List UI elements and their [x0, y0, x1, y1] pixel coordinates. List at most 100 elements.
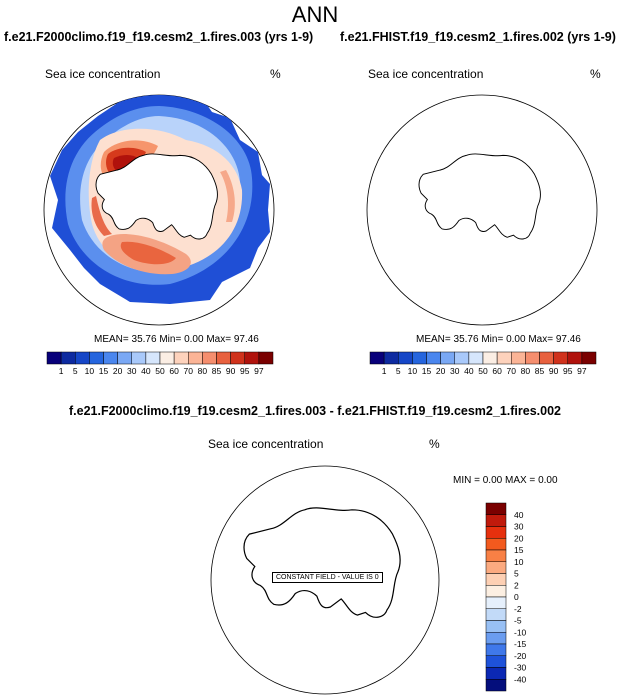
panel2-colorbar-tick-label: 80: [521, 366, 531, 376]
panel1-colorbar-tick-label: 1: [59, 366, 64, 376]
panel2-max-label: Max=: [528, 334, 554, 345]
panel3-colorbar-swatch: [485, 667, 507, 680]
panel2-colorbar-swatch: [369, 351, 385, 365]
panel2-colorbar-swatch: [440, 351, 455, 365]
panel2-min-label: Min=: [481, 334, 504, 345]
panel1-colorbar-swatch: [89, 351, 104, 365]
panel1-colorbar-tick-label: 70: [184, 366, 194, 376]
panel1-colorbar-swatch: [202, 351, 217, 365]
panel3-stats: MIN = 0.00 MAX = 0.00: [453, 475, 558, 486]
panel2-colorbar-tick-label: 70: [507, 366, 517, 376]
panel3-colorbar-tick-label: 30: [514, 522, 524, 532]
panel3-colorbar-swatch: [485, 643, 507, 656]
panel2-colorbar-swatch: [496, 351, 512, 365]
panel2-colorbar-swatch: [468, 351, 484, 365]
panel1-colorbar-swatch: [216, 351, 231, 365]
figure-title: ANN: [291, 2, 339, 27]
panel3-colorbar-swatch: [485, 620, 507, 633]
panel1-colorbar-swatch: [258, 351, 274, 365]
panel1-colorbar-swatch: [75, 351, 90, 365]
panel2-colorbar-tick-label: 5: [396, 366, 401, 376]
panel3-min-label: MIN =: [453, 475, 480, 486]
panel3-colorbar-swatch: [485, 502, 507, 515]
panel3-colorbar-tick-label: 15: [514, 545, 524, 555]
panel1-colorbar-swatch: [244, 351, 260, 365]
panel1-map: [43, 94, 275, 326]
panel1-colorbar-tick-label: 5: [73, 366, 78, 376]
panel1-colorbar-swatch: [230, 351, 245, 365]
panel2-stats: MEAN= 35.76 Min= 0.00 Max= 97.46: [416, 334, 581, 345]
panel2-colorbar-swatch: [553, 351, 568, 365]
panel2-max-value: 97.46: [555, 334, 581, 345]
panel3-colorbar-swatch: [485, 655, 507, 668]
panel3-colorbar-tick-label: -40: [514, 674, 527, 684]
panel2-units-label: %: [590, 67, 601, 81]
panel2-colorbar-tick-label: 95: [563, 366, 573, 376]
panel1-colorbar-tick-label: 85: [212, 366, 222, 376]
panel3-colorbar-tick-label: 0: [514, 592, 519, 602]
panel2-case-title: f.e21.FHIST.f19_f19.cesm2_1.fires.002 (y…: [340, 30, 616, 44]
panel2-colorbar-tick-label: 15: [422, 366, 432, 376]
panel3-case-title: f.e21.F2000climo.f19_f19.cesm2_1.fires.0…: [69, 404, 561, 418]
panel3-constant-field-note: CONSTANT FIELD - VALUE IS 0: [272, 572, 383, 583]
panel1-stats: MEAN= 35.76 Min= 0.00 Max= 97.46: [94, 334, 259, 345]
panel2-colorbar-tick-label: 90: [549, 366, 559, 376]
panel3-colorbar-swatch: [485, 549, 507, 562]
panel2-colorbar-tick-label: 85: [535, 366, 545, 376]
panel3-colorbar-tick-label: 10: [514, 557, 524, 567]
panel1-colorbar-tick-label: 40: [141, 366, 151, 376]
panel3-colorbar-swatch: [485, 679, 507, 692]
panel3-colorbar-tick-label: -20: [514, 651, 527, 661]
panel3-colorbar-tick-label: -2: [514, 604, 522, 614]
panel2-colorbar-tick-label: 1: [382, 366, 387, 376]
panel2-colorbar-swatch: [383, 351, 399, 365]
panel1-mean-label: MEAN=: [94, 334, 129, 345]
panel1-colorbar-tick-label: 95: [240, 366, 250, 376]
panel3-variable-label: Sea ice concentration: [208, 437, 324, 451]
panel3-max-label: MAX =: [504, 475, 536, 486]
panel1-colorbar-swatch: [145, 351, 161, 365]
panel2-colorbar-tick-label: 20: [436, 366, 446, 376]
panel1-colorbar-swatch: [159, 351, 175, 365]
panel2-colorbar-swatch: [482, 351, 498, 365]
panel2-colorbar-swatch: [426, 351, 441, 365]
panel2-mean-value: 35.76: [453, 334, 479, 345]
panel3-units-label: %: [429, 437, 440, 451]
panel1-colorbar-tick-label: 60: [169, 366, 179, 376]
panel2-min-value: 0.00: [506, 334, 526, 345]
panel1-colorbar-tick-label: 50: [155, 366, 165, 376]
panel3-min-value: 0.00: [482, 475, 503, 486]
panel1-units-label: %: [270, 67, 281, 81]
panel2-colorbar-swatch: [398, 351, 413, 365]
panel2-colorbar-swatch: [525, 351, 540, 365]
panel1-case-title: f.e21.F2000climo.f19_f19.cesm2_1.fires.0…: [4, 30, 314, 44]
panel1-max-value: 97.46: [233, 334, 259, 345]
panel2-colorbar-tick-label: 30: [450, 366, 460, 376]
panel2-colorbar-tick-label: 40: [464, 366, 474, 376]
panel2-colorbar-swatch: [412, 351, 427, 365]
panel3-colorbar-tick-label: -10: [514, 627, 527, 637]
panel3-colorbar-tick-label: -5: [514, 616, 522, 626]
panel1-colorbar-swatch: [60, 351, 76, 365]
panel1-colorbar-tick-label: 97: [254, 366, 264, 376]
panel3-colorbar-swatch: [485, 538, 507, 551]
panel2-colorbar-swatch: [511, 351, 526, 365]
panel2-colorbar-tick-label: 10: [408, 366, 418, 376]
panel3-colorbar-swatch: [485, 608, 507, 621]
panel1-colorbar-swatch: [173, 351, 189, 365]
panel3-colorbar-tick-label: 20: [514, 533, 524, 543]
panel1-colorbar-swatch: [131, 351, 147, 365]
panel1-colorbar-tick-label: 90: [226, 366, 236, 376]
panel3-colorbar-swatch: [485, 585, 507, 598]
panel3-colorbar-tick-label: 40: [514, 510, 524, 520]
panel1-colorbar-tick-label: 10: [85, 366, 95, 376]
panel2-colorbar-tick-label: 60: [492, 366, 502, 376]
panel3-colorbar-tick-label: 2: [514, 580, 519, 590]
panel2-colorbar: 1 5 10 15 20 30 40 50 60 70 80 85 90 95 97: [369, 351, 597, 376]
panel1-colorbar-swatch: [188, 351, 203, 365]
panel3-colorbar-swatch: [485, 561, 507, 574]
panel3-colorbar-swatch: [485, 596, 507, 609]
panel3-colorbar-tick-label: -30: [514, 663, 527, 673]
